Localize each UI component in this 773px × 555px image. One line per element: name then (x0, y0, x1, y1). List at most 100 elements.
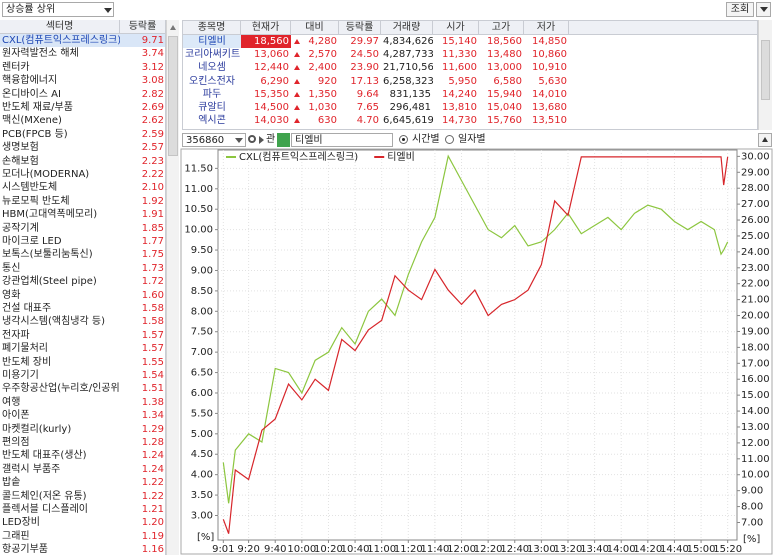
sector-name: CXL(컴퓨트익스프레스링크) (2, 35, 120, 46)
sector-row[interactable]: 반도체 재료/부품 2.69 (0, 101, 165, 114)
sector-row[interactable]: 여행 1.38 (0, 396, 165, 409)
stock-cell: 29.97 (350, 36, 379, 47)
sector-row[interactable]: 폐기물처리 1.57 (0, 342, 165, 355)
sector-name: 손해보험 (2, 155, 39, 167)
sector-row[interactable]: 미용기기 1.54 (0, 369, 165, 382)
sector-row[interactable]: 강관업체(Steel pipe) 1.72 (0, 275, 165, 288)
stock-cell: 4,280 (308, 36, 337, 47)
sector-row[interactable]: 갤럭시 부품주 1.24 (0, 463, 165, 476)
sector-row[interactable]: 그래핀 1.19 (0, 530, 165, 543)
x-tick-label: 10:40 (341, 544, 370, 555)
x-tick-label: 9:20 (237, 544, 259, 555)
search-icon[interactable] (248, 135, 256, 143)
stock-cell: 13,480 (487, 49, 522, 61)
stock-row[interactable]: 파두 15,350 1,350 9.64 831,135 14,240 15,940 14,0… (183, 88, 757, 101)
header-cell: 등락률 (339, 21, 381, 35)
sector-scrollbar[interactable] (166, 20, 179, 555)
stock-row[interactable]: 코리아써키트 13,060 2,570 24.50 4,287,733 11,330 13,… (183, 48, 757, 61)
sector-row[interactable]: 플렉서블 디스플레이 1.21 (0, 503, 165, 516)
sector-row[interactable]: 렌터카 3.12 (0, 61, 165, 74)
series-line (222, 156, 729, 534)
sector-row[interactable]: 마이크로 LED 1.77 (0, 235, 165, 248)
sector-name: 그래핀 (2, 530, 30, 542)
y2-tick-label: 27.00 (741, 199, 770, 210)
x-tick-label: 10:00 (287, 544, 316, 555)
sector-row[interactable]: 편의점 1.28 (0, 436, 165, 449)
stock-scrollbar[interactable] (758, 20, 772, 130)
sector-row[interactable]: 시스템반도체 2.10 (0, 181, 165, 194)
sector-row[interactable]: 반도체 대표주(생산) 1.24 (0, 449, 165, 462)
sector-row[interactable]: LED장비 1.20 (0, 516, 165, 529)
radio-label: 일자별 (458, 134, 486, 145)
sector-row[interactable]: 반도체 장비 1.55 (0, 356, 165, 369)
sector-row[interactable]: 맥신(MXene) 2.62 (0, 114, 165, 127)
stock-cell: 6,290 (260, 75, 289, 87)
sector-row[interactable]: 전자파 1.57 (0, 329, 165, 342)
collapse-button[interactable] (758, 133, 772, 147)
sector-rate: 1.75 (141, 249, 164, 261)
sector-row[interactable]: 핵융합에너지 3.08 (0, 74, 165, 87)
stock-row[interactable]: 오킨스전자 6,290 920 17.13 6,258,323 5,950 6,580 5,6… (183, 75, 757, 88)
sector-row[interactable]: 통신 1.73 (0, 262, 165, 275)
stock-row[interactable]: 엑시콘 14,030 630 4.70 6,645,619 14,730 15,760 13,… (183, 114, 757, 127)
x-tick-label: 12:00 (447, 544, 476, 555)
header-cell: 고가 (479, 21, 524, 35)
tag-label: 관 (266, 134, 276, 145)
sector-row[interactable]: PCB(FPCB 등) 2.59 (0, 128, 165, 141)
next-icon[interactable] (259, 136, 264, 144)
sector-row[interactable]: 냉각시스템(액침냉각 등) 1.58 (0, 315, 165, 328)
sector-row[interactable]: 우주항공산업(누리호/인공위 1.51 (0, 382, 165, 395)
sector-row[interactable]: 공작기계 1.85 (0, 222, 165, 235)
y2-tick-label: 28.00 (741, 183, 770, 194)
sector-rate: 1.60 (141, 289, 164, 301)
sector-rate: 1.24 (141, 450, 164, 462)
up-arrow (294, 118, 300, 124)
select-arrow (104, 8, 112, 13)
sector-row[interactable]: CXL(컴퓨트익스프레스링크) 9.71 (0, 34, 165, 48)
sector-row[interactable]: 마켓컬리(kurly) 1.29 (0, 423, 165, 436)
sector-rate: 1.54 (141, 370, 164, 381)
query-button[interactable]: 조회 (726, 2, 754, 17)
up-arrow (294, 78, 300, 84)
sector-rate: 1.29 (141, 423, 164, 435)
sector-name: 렌터카 (2, 61, 30, 73)
sector-row[interactable]: 생명보험 2.57 (0, 141, 165, 154)
radio-time[interactable] (399, 135, 408, 144)
sector-row[interactable]: 온디바이스 AI 2.82 (0, 88, 165, 101)
y-tick-label: 6.50 (191, 368, 213, 379)
sector-row[interactable]: HBM(고대역폭메모리) 1.91 (0, 208, 165, 221)
sector-row[interactable]: 영화 1.60 (0, 289, 165, 302)
sector-rate: 1.72 (141, 276, 164, 288)
stock-row[interactable]: 티엘비 18,560 4,280 29.97 4,834,626 15,140 18,560… (183, 35, 757, 48)
sector-name: HBM(고대역폭메모리) (2, 209, 98, 221)
sector-name: 폐기물처리 (2, 343, 48, 355)
sort-select[interactable]: 상승률 상위 (2, 2, 114, 17)
sector-row[interactable]: 뉴로모픽 반도체 1.92 (0, 195, 165, 208)
sector-name: PCB(FPCB 등) (2, 128, 68, 140)
stock-table: 종목명 현재가 대비 등락률 거래량 시가 고가 저가 티엘비 18,560 4,280 29.97 4… (182, 20, 758, 130)
sector-row[interactable]: 건설 대표주 1.58 (0, 302, 165, 315)
radio-dot (402, 138, 405, 141)
sector-row[interactable]: 콜드체인(저온 유통) 1.22 (0, 490, 165, 503)
menu-arrow (760, 7, 768, 12)
sector-row[interactable]: 항공기부품 1.16 (0, 543, 165, 555)
sector-row[interactable]: 밥솥 1.22 (0, 476, 165, 489)
sector-row[interactable]: 아이폰 1.34 (0, 409, 165, 422)
stock-cell: 7.65 (356, 102, 379, 113)
sector-row[interactable]: 보톡스(보툴리눔톡신) 1.75 (0, 248, 165, 261)
name-input[interactable]: 티엘비 (291, 133, 393, 147)
y2-tick-label: 15.00 (741, 390, 770, 401)
radio-day[interactable] (445, 135, 454, 144)
code-input[interactable]: 356860 (182, 133, 246, 147)
sector-row[interactable]: 모더나(MODERNA) 2.22 (0, 168, 165, 181)
x-tick-label: 9:40 (264, 544, 286, 555)
stock-name: 코리아써키트 (185, 49, 241, 61)
stock-row[interactable]: 네오셈 12,440 2,400 23.90 21,710,562 11,600 13,00… (183, 61, 757, 74)
sector-row[interactable]: 손해보험 2.23 (0, 155, 165, 168)
menu-button[interactable] (756, 2, 771, 17)
sector-row[interactable]: 원자력발전소 해체 3.74 (0, 47, 165, 60)
sector-name: 냉각시스템(액침냉각 등) (2, 316, 105, 328)
y-tick-label: 9.50 (191, 245, 213, 256)
stock-row[interactable]: 큐알티 14,500 1,030 7.65 296,481 13,810 15,040 13,… (183, 101, 757, 114)
